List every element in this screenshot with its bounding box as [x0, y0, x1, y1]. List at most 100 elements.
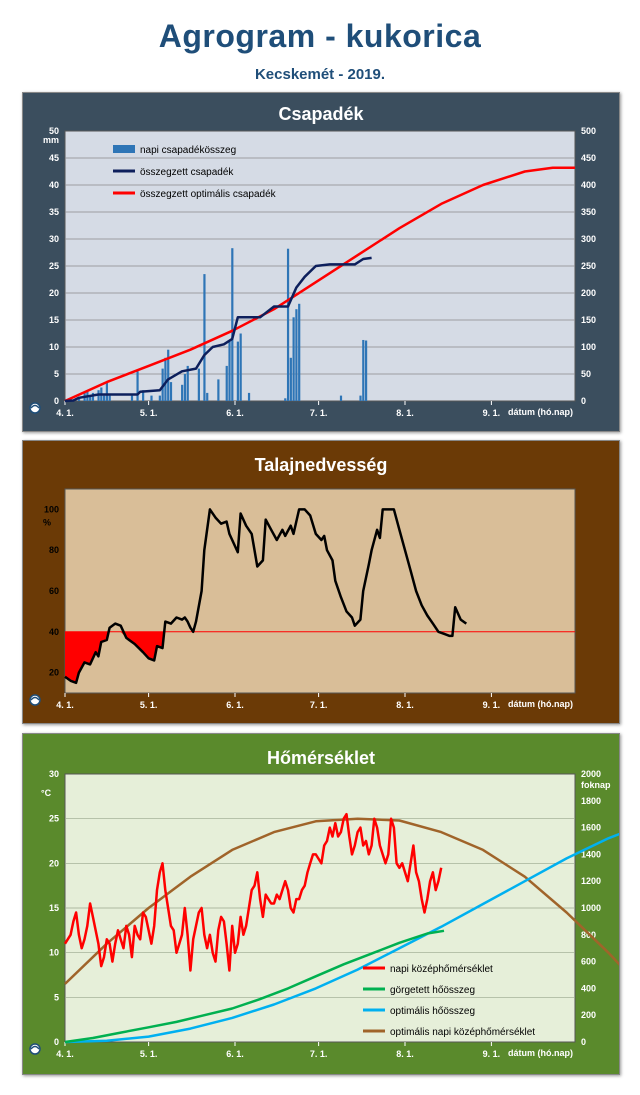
- precip-bar: [289, 357, 292, 401]
- y-tick-label: 20: [49, 288, 59, 298]
- precip-bar: [339, 395, 343, 401]
- omsz-logo-icon: [29, 402, 41, 414]
- chart-title: Talajnedvesség: [255, 455, 388, 475]
- precip-bar: [130, 395, 134, 401]
- soil-moisture-line: [64, 508, 468, 685]
- precip-bar: [217, 379, 220, 401]
- y2-axis-label: foknap: [581, 780, 611, 790]
- y2-tick-label: 200: [581, 1010, 596, 1020]
- precip-bar: [286, 248, 290, 401]
- x-tick-label: 7. 1.: [310, 1049, 328, 1059]
- y2-tick-label: 200: [581, 288, 596, 298]
- y-tick-label: 15: [49, 903, 59, 913]
- precip-bar: [231, 248, 234, 401]
- precip-bar: [167, 349, 170, 401]
- opt-gdd-line: [64, 832, 619, 1044]
- moisture-deficit-area: [65, 631, 171, 683]
- temperature-chart: Hőmérséklet 4. 1. 5. 1. 6. 1. 7. 1. 8. 1. 9. 1…: [29, 748, 619, 1059]
- soil-moisture-panel: Talajnedvesség 4. 1. 5. 1. 6. 1. 7. 1. 8. 1. 9…: [22, 440, 620, 724]
- opt-mean-temp-line: [64, 817, 619, 985]
- precip-bar: [183, 374, 187, 401]
- x-tick-label: 6. 1.: [226, 1049, 244, 1059]
- soil-moisture-chart: Talajnedvesség 4. 1. 5. 1. 6. 1. 7. 1. 8. 1. 9…: [29, 455, 576, 710]
- y-tick-label: 10: [49, 948, 59, 958]
- precip-bar: [89, 395, 92, 401]
- x-tick-label: 5. 1.: [140, 1049, 158, 1059]
- precip-bar: [142, 390, 145, 401]
- y2-tick-label: 2000: [581, 769, 601, 779]
- precip-bar: [103, 395, 106, 401]
- precip-bar: [197, 368, 200, 401]
- precip-bar: [108, 395, 111, 401]
- daily-mean-temp-line: [63, 812, 443, 972]
- precip-bar: [359, 395, 362, 401]
- y-tick-label: 20: [49, 858, 59, 868]
- legend-label: napi középhőmérséklet: [390, 964, 493, 975]
- y2-tick-label: 1400: [581, 849, 601, 859]
- y-tick-label: 60: [49, 586, 59, 596]
- chart-title: Csapadék: [278, 104, 364, 124]
- x-tick-label: 9. 1.: [483, 408, 501, 418]
- precip-bar: [228, 341, 231, 401]
- x-axis-label: dátum (hó.nap): [508, 699, 573, 709]
- page-title: Agrogram - kukorica: [158, 18, 482, 54]
- precip-bar: [169, 382, 173, 401]
- y-tick-label: 0: [54, 1037, 59, 1047]
- y-axis-label: °C: [41, 788, 52, 798]
- legend-swatch: [113, 145, 135, 153]
- precip-bar: [362, 339, 365, 401]
- y2-tick-label: 600: [581, 957, 596, 967]
- logo-wave: [30, 404, 40, 409]
- y-tick-label: 10: [49, 342, 59, 352]
- gdd-line: [64, 929, 445, 1044]
- logo-wave: [30, 1045, 40, 1050]
- y2-tick-label: 0: [581, 1037, 586, 1047]
- y2-tick-label: 150: [581, 315, 596, 325]
- y2-tick-label: 0: [581, 396, 586, 406]
- precip-bar: [236, 341, 239, 401]
- y2-tick-label: 450: [581, 153, 596, 163]
- legend-label: görgetett hőösszeg: [390, 985, 475, 996]
- opt-cum-precip-line: [64, 166, 575, 403]
- precip-bar: [206, 392, 209, 401]
- y-axis-label: %: [43, 518, 51, 528]
- x-tick-label: 9. 1.: [483, 700, 501, 710]
- legend-label: összegzett csapadék: [140, 167, 234, 178]
- precip-bar: [186, 365, 189, 401]
- precip-bar: [292, 317, 295, 401]
- x-tick-label: 8. 1.: [396, 1049, 414, 1059]
- logo-shape: [29, 1043, 41, 1055]
- x-tick-label: 8. 1.: [396, 700, 414, 710]
- precip-bar: [77, 398, 81, 401]
- precip-bar: [105, 382, 109, 401]
- logo-wave: [30, 696, 40, 701]
- y-tick-label: 35: [49, 207, 59, 217]
- legend-label: optimális hőösszeg: [390, 1006, 475, 1017]
- y-tick-label: 80: [49, 545, 59, 555]
- precip-bar: [225, 365, 228, 401]
- precipitation-chart: Csapadék 4. 1. 5. 1. 6. 1. 7. 1. 8. 1. 9. 1. dá…: [29, 104, 596, 418]
- precip-bar: [295, 309, 298, 401]
- x-tick-label: 7. 1.: [310, 408, 328, 418]
- x-tick-label: 7. 1.: [310, 700, 328, 710]
- precip-bar: [181, 384, 184, 401]
- cum-precip-line: [64, 256, 372, 403]
- y2-tick-label: 300: [581, 234, 596, 244]
- x-tick-label: 4. 1.: [56, 700, 74, 710]
- x-tick-label: 6. 1.: [226, 408, 244, 418]
- y-tick-label: 20: [49, 668, 59, 678]
- y-tick-label: 25: [49, 261, 59, 271]
- x-axis-label: dátum (hó.nap): [508, 407, 573, 417]
- y2-tick-label: 250: [581, 261, 596, 271]
- temperature-panel: Hőmérséklet 4. 1. 5. 1. 6. 1. 7. 1. 8. 1. 9. 1…: [22, 733, 620, 1075]
- y2-tick-label: 1800: [581, 796, 601, 806]
- chart-title: Hőmérséklet: [267, 748, 375, 768]
- precip-bar: [203, 274, 206, 401]
- x-tick-label: 9. 1.: [483, 1049, 501, 1059]
- legend-label: összegzett optimális csapadék: [140, 189, 277, 200]
- precip-bar: [150, 395, 153, 401]
- logo-shape: [29, 402, 41, 414]
- precip-bar: [164, 357, 167, 401]
- y-tick-label: 25: [49, 814, 59, 824]
- y-tick-label: 5: [54, 992, 59, 1002]
